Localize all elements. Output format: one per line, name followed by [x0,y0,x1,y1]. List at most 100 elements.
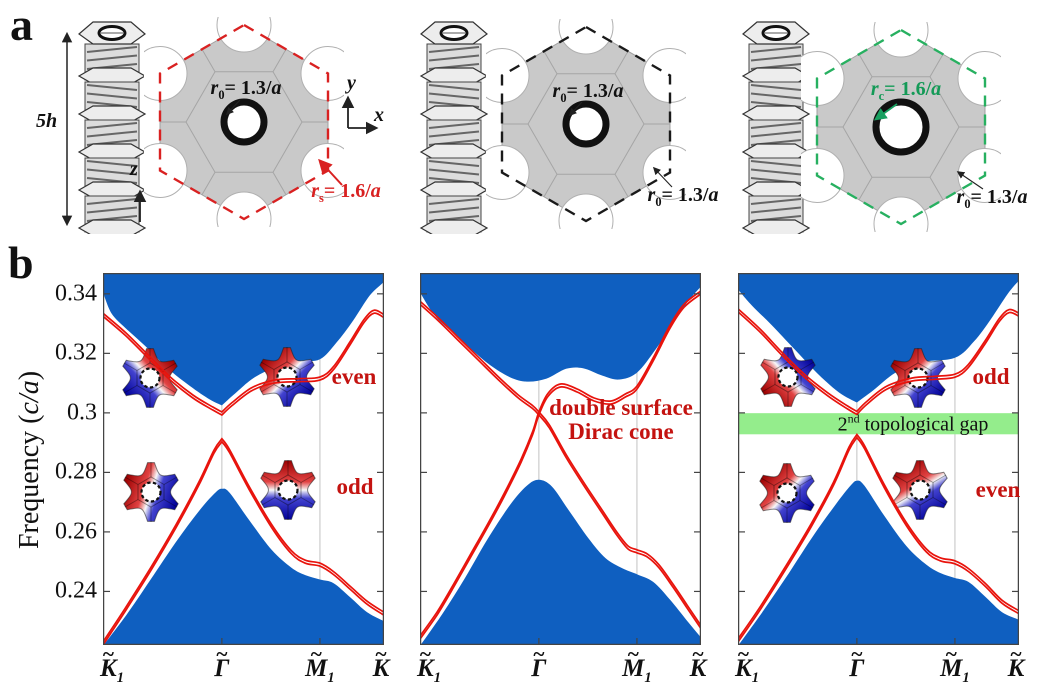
plot-frame [738,273,1019,645]
bulk-band-region-upper [420,273,701,382]
k-path-tick-M1: ~ M1 [622,641,652,686]
frequency-tick-label: 0.3 [67,399,97,426]
gear-hole [276,366,298,388]
frequency-tick-label: 0.24 [55,577,97,604]
surface-band-curve-even [738,433,1019,640]
pillar-slab-face [419,219,489,234]
corner-hole [216,17,272,53]
center-hole-ring [220,98,268,146]
gear-hole [277,479,299,501]
k-path-tick-Γ: ~ Γ [849,641,865,682]
surface-band-curve-odd [103,437,384,643]
cell-dashed-border [500,25,672,223]
gear-hole [776,482,798,504]
center-hole-ring [562,100,610,148]
corner-hole [486,145,530,200]
corner-hole [873,196,929,232]
pillar-slab-face [77,219,147,234]
center-label-1: r0= 1.3/a [210,77,282,102]
k-path-tick-K1: ~K1 [417,641,441,686]
surface-band-curve-dirac-descending [420,303,701,630]
x-axis-label: x [374,104,384,126]
band-plot-canvas [103,273,384,645]
bulk-band-region-lower [738,480,1019,645]
corner-hole [873,22,929,58]
k-path-tick-K1: ~K1 [689,641,707,682]
mode-profile-gear-icon [759,463,815,523]
frequency-tick-label: 0.26 [55,518,97,545]
corner-label-3: r0= 1.3/a [956,186,1028,211]
corner-label-1: rs= 1.6/a [311,180,381,205]
plot-frame [103,273,384,645]
corner-label-2: r0= 1.3/a [647,184,719,209]
y-axis-label: y [347,72,356,94]
k-path-tick-K1: ~K1 [1007,641,1025,682]
k-path-tick-Γ: ~ Γ [214,641,230,682]
topological-gap-band [738,413,1019,435]
mode-profile-gear-icon [123,462,179,522]
pillar-3d-middle [419,21,489,234]
corner-hole [558,19,614,55]
panel-a-label: a [10,0,33,50]
center-hole-ring [872,98,930,156]
pillar-height-label: 5h [36,110,58,132]
mode-profile-gear-icon [892,460,948,520]
topological-gap-label: 2nd topological gap [837,411,989,436]
surface-band-curve-dirac-ascending [420,290,701,637]
band-annotation-even: even [975,476,1021,502]
bulk-band-region-lower [420,479,701,645]
frequency-tick-label: 0.34 [55,280,97,307]
band-annotation-double-surface: double surface Dirac cone [549,394,693,444]
unit-cell-2 [486,19,686,229]
bulk-band-region-lower [103,488,384,645]
center-label-2: r0= 1.3/a [552,80,624,105]
k-path-tick-K1: ~K1 [100,641,124,686]
panel-b-label: b [8,237,34,288]
frequency-tick-label: 0.28 [55,458,97,485]
surface-band-curve-odd [738,311,1019,416]
cell-dashed-border [158,23,330,221]
gear-hole [139,367,161,389]
k-path-tick-K1: ~K1 [735,641,759,686]
k-path-tick-Γ: ~ Γ [531,641,547,682]
pillar-3d-right [741,21,811,234]
band-plot-canvas [420,273,701,645]
gear-hole [909,479,931,501]
band-structure-plot-1: even odd ~K1 ~Γ ~M1 ~K1 [100,273,389,686]
k-path-tick-M1: ~ M1 [940,641,970,686]
pillar-3d-left [77,21,147,234]
surface-band-curve-odd [738,308,1019,413]
band-plot-canvas [738,273,1019,645]
k-path-tick-K1: ~K1 [372,641,390,682]
center-label-3: rc= 1.6/a [870,78,942,103]
gear-hole [140,481,162,503]
frequency-axis-title: Frequency (c/a) [14,370,45,550]
corner-hole [216,191,272,227]
surface-band-curve-even [738,436,1019,643]
band-structure-plot-3: odd even 2nd topological gap ~K1 ~Γ ~M1 ~K1 [735,273,1024,686]
corner-hole [558,193,614,229]
bulk-band-region-upper [738,273,1019,403]
surface-band-curve-even [103,312,384,417]
gear-hole [777,366,799,388]
mode-profile-gear-icon [122,348,178,408]
band-annotation-odd: odd [972,363,1010,389]
plot-frame [420,273,701,645]
band-annotation-even: even [331,363,377,389]
surface-band-curve-odd [103,440,384,645]
surface-band-curve-dirac-descending [420,300,701,627]
bulk-band-region-upper [103,273,384,406]
surface-band-curve-dirac-ascending [420,293,701,640]
mode-profile-gear-icon [760,347,816,407]
k-path-tick-M1: ~ M1 [305,641,335,686]
mode-profile-gear-icon [260,460,316,520]
frequency-tick-label: 0.32 [55,339,97,366]
corner-hole [801,148,845,203]
cell-dashed-border [815,28,987,226]
z-axis-label: z [130,158,138,180]
corner-hole [144,143,188,198]
surface-band-curve-even [103,309,384,414]
pillar-slab-face [741,219,811,234]
